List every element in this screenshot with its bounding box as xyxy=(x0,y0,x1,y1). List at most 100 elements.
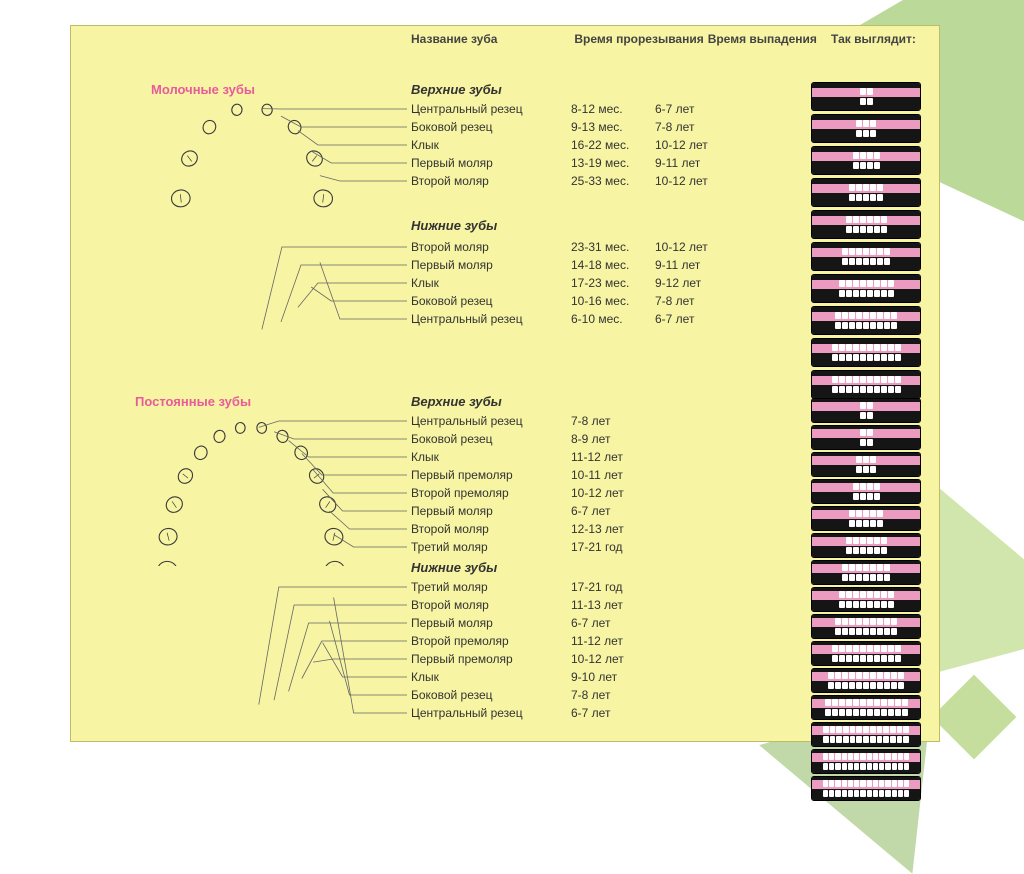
cell-name: Второй моляр xyxy=(411,238,571,256)
perm-upper-table: Центральный резец7-8 летБоковой резец8-9… xyxy=(411,412,721,556)
mouth-thumbnail xyxy=(811,533,921,558)
cell-name: Первый моляр xyxy=(411,154,571,172)
perm-upper-subtitle: Верхние зубы xyxy=(411,394,502,409)
cell-erupt: 6-10 мес. xyxy=(571,310,655,328)
milk-lower-subtitle: Нижние зубы xyxy=(411,218,497,233)
cell-name: Боковой резец xyxy=(411,686,571,704)
cell-erupt: 7-8 лет xyxy=(571,686,655,704)
table-row: Третий моляр17-21 год xyxy=(411,538,721,556)
cell-erupt: 11-12 лет xyxy=(571,632,655,650)
table-row: Центральный резец6-7 лет xyxy=(411,704,721,722)
cell-erupt: 25-33 мес. xyxy=(571,172,655,190)
table-row: Первый моляр6-7 лет xyxy=(411,614,721,632)
cell-name: Центральный резец xyxy=(411,704,571,722)
mouth-thumbnail xyxy=(811,506,921,531)
cell-name: Клык xyxy=(411,668,571,686)
milk-upper-table: Центральный резец8-12 мес.6-7 летБоковой… xyxy=(411,100,721,190)
cell-erupt: 13-19 мес. xyxy=(571,154,655,172)
table-row: Второй моляр11-13 лет xyxy=(411,596,721,614)
table-row: Клык16-22 мес.10-12 лет xyxy=(411,136,721,154)
mouth-thumbnail xyxy=(811,370,921,399)
cell-name: Первый моляр xyxy=(411,256,571,274)
table-row: Второй моляр25-33 мес.10-12 лет xyxy=(411,172,721,190)
cell-name: Боковой резец xyxy=(411,430,571,448)
cell-name: Третий моляр xyxy=(411,538,571,556)
table-row: Первый моляр14-18 мес.9-11 лет xyxy=(411,256,721,274)
cell-erupt: 9-13 мес. xyxy=(571,118,655,136)
mouth-thumbnail xyxy=(811,722,921,747)
cell-name: Второй премоляр xyxy=(411,632,571,650)
mouth-thumbnail xyxy=(811,776,921,801)
table-row: Второй моляр12-13 лет xyxy=(411,520,721,538)
table-row: Центральный резец8-12 мес.6-7 лет xyxy=(411,100,721,118)
mouth-thumbnail xyxy=(811,274,921,303)
table-row: Второй премоляр10-12 лет xyxy=(411,484,721,502)
cell-name: Первый премоляр xyxy=(411,466,571,484)
milk-lower-table: Второй моляр23-31 мес.10-12 летПервый мо… xyxy=(411,238,721,328)
perm-thumbnails xyxy=(811,398,921,803)
mouth-thumbnail xyxy=(811,210,921,239)
hdr-appearance: Так выглядит: xyxy=(831,32,916,46)
mouth-thumbnail xyxy=(811,452,921,477)
cell-name: Второй премоляр xyxy=(411,484,571,502)
perm-lower-table: Третий моляр17-21 годВторой моляр11-13 л… xyxy=(411,578,721,722)
cell-shed: 7-8 лет xyxy=(655,292,713,310)
cell-shed: 10-12 лет xyxy=(655,136,713,154)
mouth-thumbnail xyxy=(811,587,921,612)
cell-name: Второй моляр xyxy=(411,596,571,614)
cell-shed: 6-7 лет xyxy=(655,310,713,328)
cell-name: Центральный резец xyxy=(411,412,571,430)
mouth-thumbnail xyxy=(811,614,921,639)
table-row: Клык11-12 лет xyxy=(411,448,721,466)
cell-shed: 9-12 лет xyxy=(655,274,713,292)
cell-erupt: 10-11 лет xyxy=(571,466,655,484)
cell-erupt: 10-12 лет xyxy=(571,650,655,668)
cell-name: Клык xyxy=(411,448,571,466)
cell-name: Второй моляр xyxy=(411,172,571,190)
perm-lower-subtitle: Нижние зубы xyxy=(411,560,497,575)
cell-shed: 7-8 лет xyxy=(655,118,713,136)
cell-erupt: 10-12 лет xyxy=(571,484,655,502)
cell-name: Третий моляр xyxy=(411,578,571,596)
table-row: Боковой резец10-16 мес.7-8 лет xyxy=(411,292,721,310)
table-row: Боковой резец8-9 лет xyxy=(411,430,721,448)
cell-erupt: 12-13 лет xyxy=(571,520,655,538)
mouth-thumbnail xyxy=(811,242,921,271)
cell-name: Первый моляр xyxy=(411,614,571,632)
mouth-thumbnail xyxy=(811,82,921,111)
teeth-chart-panel: Название зуба Время прорезывания Время в… xyxy=(70,25,940,742)
mouth-thumbnail xyxy=(811,306,921,335)
mouth-thumbnail xyxy=(811,146,921,175)
mouth-thumbnail xyxy=(811,114,921,143)
cell-erupt: 10-16 мес. xyxy=(571,292,655,310)
mouth-thumbnail xyxy=(811,641,921,666)
hdr-eruption: Время прорезывания xyxy=(574,32,704,46)
cell-name: Боковой резец xyxy=(411,292,571,310)
milk-thumbnails xyxy=(811,82,921,402)
milk-arch-lower xyxy=(167,226,337,346)
mouth-thumbnail xyxy=(811,398,921,423)
cell-name: Первый премоляр xyxy=(411,650,571,668)
cell-shed: 10-12 лет xyxy=(655,238,713,256)
cell-name: Боковой резец xyxy=(411,118,571,136)
table-row: Клык17-23 мес.9-12 лет xyxy=(411,274,721,292)
cell-name: Клык xyxy=(411,136,571,154)
cell-shed: 9-11 лет xyxy=(655,256,713,274)
cell-erupt: 6-7 лет xyxy=(571,614,655,632)
table-row: Первый моляр6-7 лет xyxy=(411,502,721,520)
mouth-thumbnail xyxy=(811,479,921,504)
table-row: Второй премоляр11-12 лет xyxy=(411,632,721,650)
table-row: Боковой резец9-13 мес.7-8 лет xyxy=(411,118,721,136)
mouth-thumbnail xyxy=(811,749,921,774)
hdr-tooth-name: Название зуба xyxy=(411,32,571,46)
cell-erupt: 7-8 лет xyxy=(571,412,655,430)
cell-shed: 6-7 лет xyxy=(655,100,713,118)
cell-erupt: 11-13 лет xyxy=(571,596,655,614)
cell-erupt: 17-21 год xyxy=(571,578,655,596)
cell-name: Второй моляр xyxy=(411,520,571,538)
mouth-thumbnail xyxy=(811,695,921,720)
mouth-thumbnail xyxy=(811,425,921,450)
cell-name: Центральный резец xyxy=(411,100,571,118)
cell-erupt: 11-12 лет xyxy=(571,448,655,466)
perm-arch-lower xyxy=(151,566,351,726)
